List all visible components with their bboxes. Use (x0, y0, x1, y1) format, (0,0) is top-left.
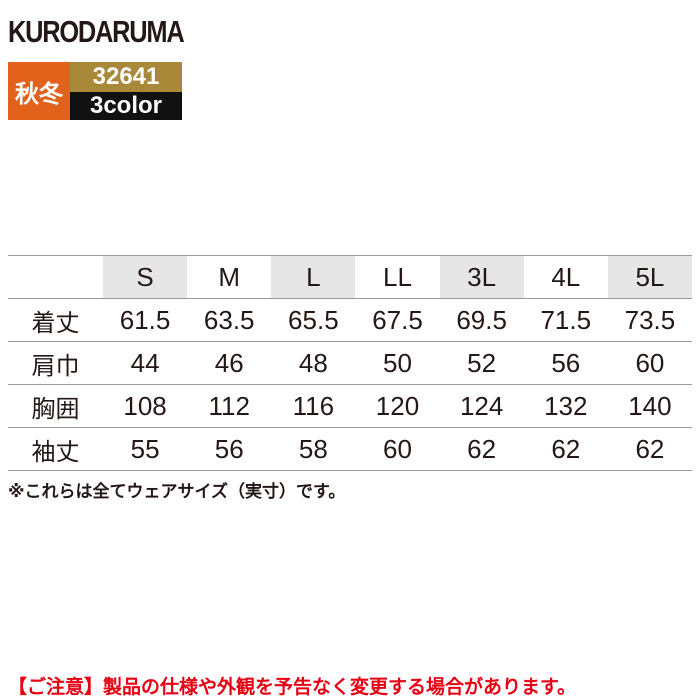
size-value: 50 (355, 341, 440, 385)
data-row: 着丈 61.5 63.5 65.5 67.5 69.5 71.5 73.5 (8, 298, 692, 342)
size-value: 48 (271, 341, 356, 385)
size-value: 112 (187, 384, 272, 428)
size-value: 58 (271, 427, 356, 471)
column-header: S (103, 255, 188, 299)
size-value: 108 (103, 384, 188, 428)
size-value: 60 (607, 341, 692, 385)
size-value: 56 (523, 341, 608, 385)
size-value: 62 (439, 427, 524, 471)
size-value: 56 (187, 427, 272, 471)
size-value: 69.5 (439, 298, 524, 342)
header-row: S M L LL 3L 4L 5L (8, 255, 692, 299)
column-header: L (271, 255, 356, 299)
row-label: 着丈 (8, 298, 103, 342)
size-value: 44 (103, 341, 188, 385)
size-value: 132 (523, 384, 608, 428)
product-code: 32641 (70, 62, 182, 92)
size-value: 52 (439, 341, 524, 385)
size-value: 65.5 (271, 298, 356, 342)
row-label: 袖丈 (8, 427, 103, 471)
size-value: 60 (355, 427, 440, 471)
data-row: 肩巾 44 46 48 50 52 56 60 (8, 341, 692, 385)
size-value: 63.5 (187, 298, 272, 342)
size-value: 62 (523, 427, 608, 471)
caution: 【ご注意】製品の仕様や外観を予告なく変更する場合があります。 (8, 676, 577, 698)
column-header: 5L (607, 255, 692, 299)
size-value: 55 (103, 427, 188, 471)
column-header: 4L (523, 255, 608, 299)
row-label: 肩巾 (8, 341, 103, 385)
corner-cell (8, 255, 103, 299)
size-value: 120 (355, 384, 440, 428)
data-row: 袖丈 55 56 58 60 62 62 62 (8, 427, 692, 471)
column-header: M (187, 255, 272, 299)
size-value: 62 (607, 427, 692, 471)
row-label: 胸囲 (8, 384, 103, 428)
season-badge: 秋冬 (8, 62, 70, 120)
brand: KURODARUMA (8, 14, 185, 49)
size-value: 73.5 (607, 298, 692, 342)
size-table: S M L LL 3L 4L 5L 着丈 61.5 63.5 65.5 67.5 69.5 71.5 73.… (8, 255, 692, 471)
size-value: 46 (187, 341, 272, 385)
note: ※これらは全てウェアサイズ（実寸）です。 (8, 482, 346, 502)
size-value: 124 (439, 384, 524, 428)
size-value: 61.5 (103, 298, 188, 342)
column-header: 3L (439, 255, 524, 299)
size-value: 71.5 (523, 298, 608, 342)
color-count: 3color (70, 92, 182, 120)
column-header: LL (355, 255, 440, 299)
size-value: 67.5 (355, 298, 440, 342)
size-value: 140 (607, 384, 692, 428)
data-row: 胸囲 108 112 116 120 124 132 140 (8, 384, 692, 428)
size-value: 116 (271, 384, 356, 428)
